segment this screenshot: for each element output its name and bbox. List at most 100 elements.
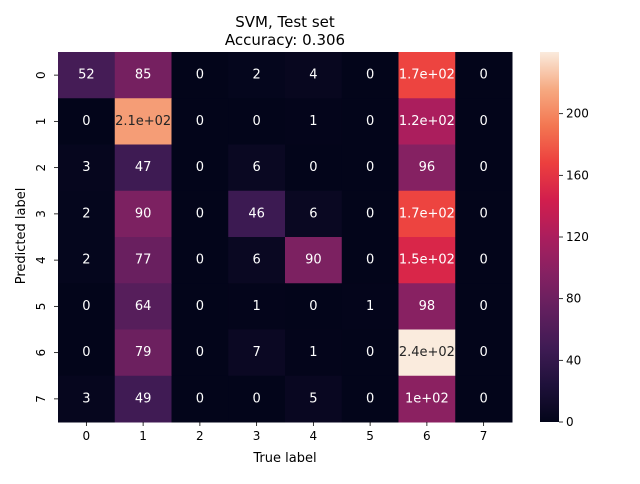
cell-annotation: 46 [248,206,265,221]
heatmap-cell [114,144,172,192]
cell-annotation: 0 [196,345,204,360]
y-axis-label: Predicted label [14,188,29,285]
cell-annotation: 0 [366,391,374,406]
heatmap-cell [398,237,456,284]
heatmap-cell [398,144,456,192]
heatmap-cell [398,52,456,99]
heatmap-cell [455,98,513,145]
heatmap-cell [58,144,116,192]
x-tick-label: 2 [196,429,204,443]
heatmap-cell [171,329,229,377]
cell-annotation: 4 [309,68,317,83]
cell-annotation: 90 [135,206,152,221]
cell-annotation: 47 [135,160,152,175]
heatmap-cell [341,144,399,192]
cell-annotation: 0 [366,160,374,175]
cell-annotation: 1.7e+02 [399,206,455,221]
heatmap-cell [228,375,286,423]
heatmap-cell [171,190,229,238]
cell-annotation: 1 [309,345,317,360]
heatmap-cell [228,190,286,238]
cell-annotation: 2 [82,206,90,221]
heatmap-cell [114,52,172,99]
cell-annotation: 1 [366,299,374,314]
cell-annotation: 0 [309,160,317,175]
cell-annotation: 64 [135,299,152,314]
colorbar-tick-label: 40 [566,353,581,367]
heatmap-cell [228,98,286,145]
y-tick-label: 2 [34,164,48,172]
colorbar-tick-label: 80 [566,292,581,306]
cell-annotation: 1.5e+02 [399,253,455,268]
heatmap-cell [341,283,399,330]
cell-annotation: 0 [366,253,374,268]
cell-annotation: 0 [252,114,260,129]
cell-annotation: 0 [196,299,204,314]
cell-annotation: 77 [135,253,152,268]
cell-annotation: 52 [78,68,95,83]
heatmap-cell [228,283,286,330]
cell-annotation: 3 [82,160,90,175]
heatmap-cell [341,237,399,284]
heatmap-annotations: 52 85 0 2 4 0 1.7e+02 00 2.1e+02 0 0 1 0 1.2e+02 03 47 0… [78,68,488,407]
cell-annotation: 0 [479,253,487,268]
cell-annotation: 0 [82,299,90,314]
heatmap-cell [58,52,116,99]
cell-annotation: 90 [305,253,322,268]
y-tick-label: 5 [34,303,48,311]
chart-subtitle: Accuracy: 0.306 [225,31,345,49]
cell-annotation: 0 [366,206,374,221]
colorbar-tick-label: 120 [566,230,589,244]
heatmap-cell [398,98,456,145]
x-tick-label: 0 [83,429,91,443]
heatmap-cell [285,375,343,423]
heatmap-cell [455,52,513,99]
heatmap-cell [171,237,229,284]
x-tick-label: 6 [423,429,431,443]
heatmap-cell [114,329,172,377]
y-axis-ticks: 0 1 2 3 4 5 6 7 [34,71,58,403]
heatmap-cell [398,329,456,377]
heatmap-cell [285,144,343,192]
colorbar-tick-label: 200 [566,107,589,121]
heatmap-cell [341,98,399,145]
heatmap-cell [228,144,286,192]
cell-annotation: 0 [196,114,204,129]
cell-annotation: 2 [252,68,260,83]
cell-annotation: 0 [82,114,90,129]
heatmap-cell [114,190,172,238]
cell-annotation: 2.4e+02 [399,345,455,360]
heatmap-cell [285,329,343,377]
y-tick-label: 0 [34,71,48,79]
cell-annotation: 0 [196,253,204,268]
heatmap-cell [341,329,399,377]
heatmap-cell [58,98,116,145]
cell-annotation: 0 [82,345,90,360]
heatmap-cell [285,237,343,284]
heatmap-cell [455,144,513,192]
x-tick-label: 4 [310,429,318,443]
cell-annotation: 1 [309,114,317,129]
heatmap-cell [285,52,343,99]
cell-annotation: 0 [309,299,317,314]
heatmap-cell [455,329,513,377]
cell-annotation: 0 [479,345,487,360]
cell-annotation: 0 [479,160,487,175]
cell-annotation: 79 [135,345,152,360]
cell-annotation: 0 [196,206,204,221]
heatmap-cell [285,283,343,330]
heatmap-cell [58,283,116,330]
heatmap-cell [341,375,399,423]
heatmap-cells [58,52,513,423]
cell-annotation: 49 [135,391,152,406]
cell-annotation: 0 [479,299,487,314]
cell-annotation: 0 [366,114,374,129]
heatmap-cell [171,144,229,192]
cell-annotation: 2 [82,253,90,268]
cell-annotation: 1e+02 [405,391,449,406]
colorbar [540,52,559,422]
cell-annotation: 6 [252,160,260,175]
cell-annotation: 6 [252,253,260,268]
cell-annotation: 0 [366,68,374,83]
